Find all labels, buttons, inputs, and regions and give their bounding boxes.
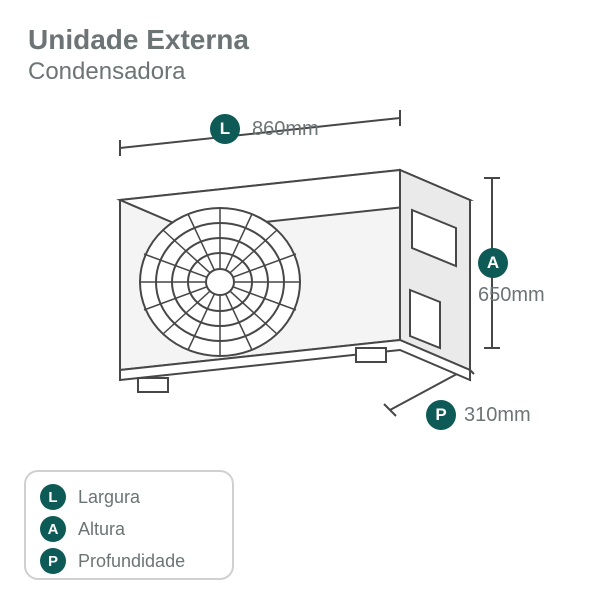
- legend-label-width: Largura: [78, 487, 140, 508]
- width-value: 860mm: [252, 118, 319, 141]
- legend-label-height: Altura: [78, 519, 125, 540]
- height-badge: A: [478, 248, 508, 278]
- legend-label-depth: Profundidade: [78, 551, 185, 572]
- legend: L Largura A Altura P Profundidade: [24, 470, 234, 580]
- product-diagram: L 860mm A 650mm P 310mm: [60, 100, 540, 460]
- height-value: 650mm: [478, 284, 545, 307]
- page-subtitle: Condensadora: [28, 58, 185, 86]
- width-badge: L: [210, 114, 240, 144]
- legend-row-depth: P Profundidade: [40, 548, 218, 574]
- legend-row-width: L Largura: [40, 484, 218, 510]
- legend-badge-p: P: [40, 548, 66, 574]
- depth-value: 310mm: [464, 404, 531, 427]
- legend-row-height: A Altura: [40, 516, 218, 542]
- legend-badge-l: L: [40, 484, 66, 510]
- depth-badge: P: [426, 400, 456, 430]
- page-title: Unidade Externa: [28, 24, 249, 56]
- legend-badge-a: A: [40, 516, 66, 542]
